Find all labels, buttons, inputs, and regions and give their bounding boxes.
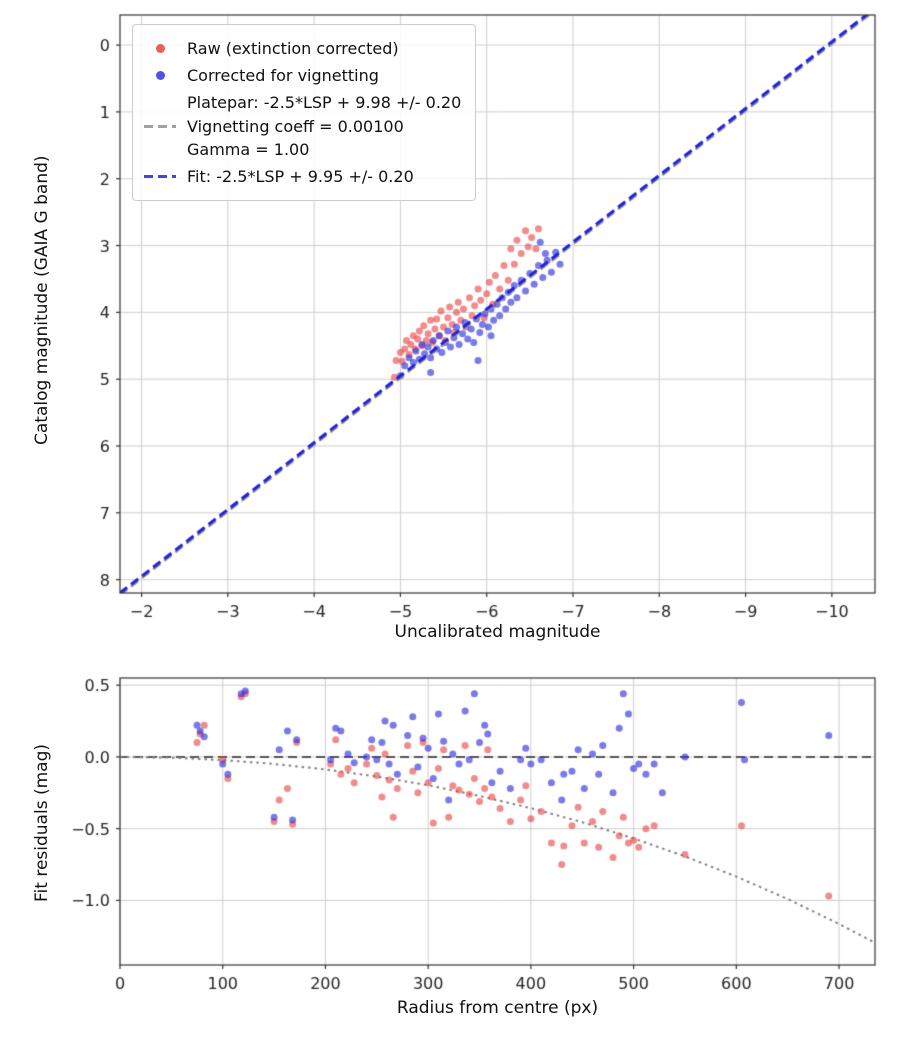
legend-label-corrected: Corrected for vignetting [187, 66, 379, 86]
legend-entry-platepar: Platepar: -2.5*LSP + 9.98 +/- 0.20 Vigne… [143, 91, 461, 161]
top-xaxis-label: Uncalibrated magnitude [394, 622, 601, 642]
fit-dashed-line-icon [143, 175, 177, 179]
legend-entry-fit: Fit: -2.5*LSP + 9.95 +/- 0.20 [143, 165, 461, 188]
platepar-line1: Platepar: -2.5*LSP + 9.98 +/- 0.20 [187, 93, 462, 113]
raw-scatter-marker-icon [143, 44, 177, 54]
legend-label-platepar: Platepar: -2.5*LSP + 9.98 +/- 0.20 Vigne… [187, 91, 461, 161]
platepar-line3: Gamma = 1.00 [187, 139, 310, 159]
legend-label-raw: Raw (extinction corrected) [187, 39, 399, 58]
top-yaxis-label: Catalog magnitude (GAIA G band) [32, 155, 52, 445]
bottom-xaxis-label: Radius from centre (px) [396, 998, 599, 1018]
legend-entry-raw: Raw (extinction corrected) [143, 37, 461, 60]
corrected-scatter-marker-icon [143, 71, 177, 81]
legend-entry-corrected: Corrected for vignetting [143, 64, 461, 87]
platepar-line2: Vignetting coeff = 0.00100 [187, 116, 404, 136]
legend: Raw (extinction corrected) Corrected for… [132, 24, 477, 202]
platepar-dashed-line-icon [143, 124, 177, 128]
legend-label-fit: Fit: -2.5*LSP + 9.95 +/- 0.20 [187, 166, 414, 186]
bottom-yaxis-label: Fit residuals (mag) [32, 744, 52, 902]
